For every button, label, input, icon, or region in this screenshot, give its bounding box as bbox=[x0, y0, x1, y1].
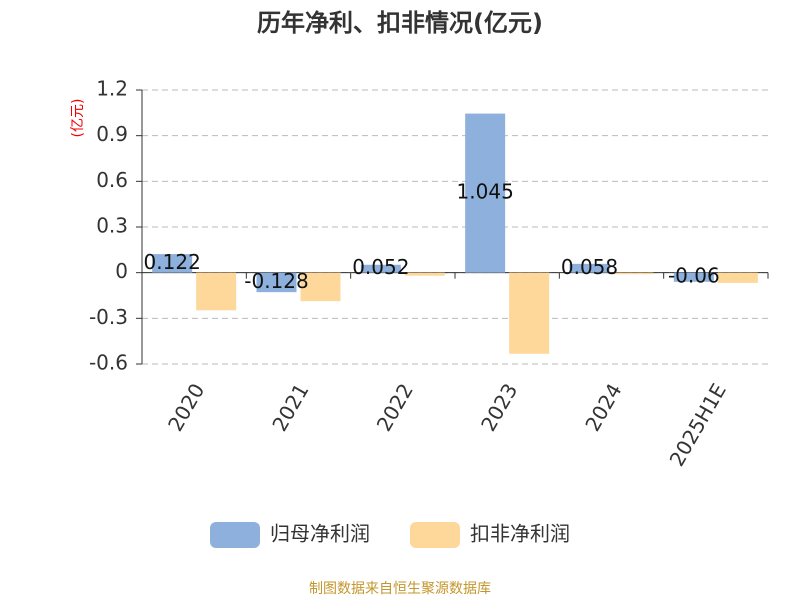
y-tick-label: 0.9 bbox=[96, 122, 128, 146]
bar bbox=[256, 272, 297, 293]
y-tick-label: 0.6 bbox=[96, 168, 128, 192]
bar bbox=[613, 272, 654, 275]
legend-label: 归母净利润 bbox=[270, 522, 370, 546]
data-label: -0.06 bbox=[668, 264, 720, 288]
x-tick-label: 2021 bbox=[267, 379, 313, 435]
y-tick-label: -0.6 bbox=[89, 351, 128, 375]
x-tick-label: 2025H1E bbox=[664, 379, 730, 470]
chart-title: 历年净利、扣非情况(亿元) bbox=[257, 9, 543, 37]
bar bbox=[569, 263, 610, 273]
data-label: -0.128 bbox=[244, 269, 308, 293]
y-tick-label: 0 bbox=[115, 259, 128, 283]
bar bbox=[360, 264, 401, 273]
data-label: 1.045 bbox=[457, 180, 514, 204]
y-tick-label: -0.3 bbox=[89, 305, 128, 329]
bar bbox=[300, 272, 341, 302]
x-tick-label: 2022 bbox=[372, 379, 418, 435]
bar bbox=[152, 254, 193, 273]
data-label: 0.052 bbox=[352, 255, 409, 279]
bar bbox=[717, 272, 758, 283]
legend-swatch bbox=[210, 522, 260, 548]
legend-label: 扣非净利润 bbox=[470, 522, 570, 546]
x-tick-label: 2020 bbox=[163, 379, 209, 435]
legend-swatch bbox=[410, 522, 460, 548]
y-tick-label: 0.3 bbox=[96, 214, 128, 238]
y-axis-label: (亿元) bbox=[70, 99, 86, 138]
y-tick-label: 1.2 bbox=[96, 77, 128, 101]
x-tick-label: 2023 bbox=[476, 379, 522, 435]
bar bbox=[465, 113, 506, 273]
data-label: 0.058 bbox=[561, 255, 618, 279]
data-label: 0.122 bbox=[144, 250, 201, 274]
bar bbox=[196, 272, 237, 311]
x-tick-label: 2024 bbox=[580, 379, 626, 435]
source-note: 制图数据来自恒生聚源数据库 bbox=[309, 581, 491, 597]
bar bbox=[509, 272, 550, 354]
bar bbox=[404, 272, 445, 276]
bar bbox=[673, 272, 714, 282]
